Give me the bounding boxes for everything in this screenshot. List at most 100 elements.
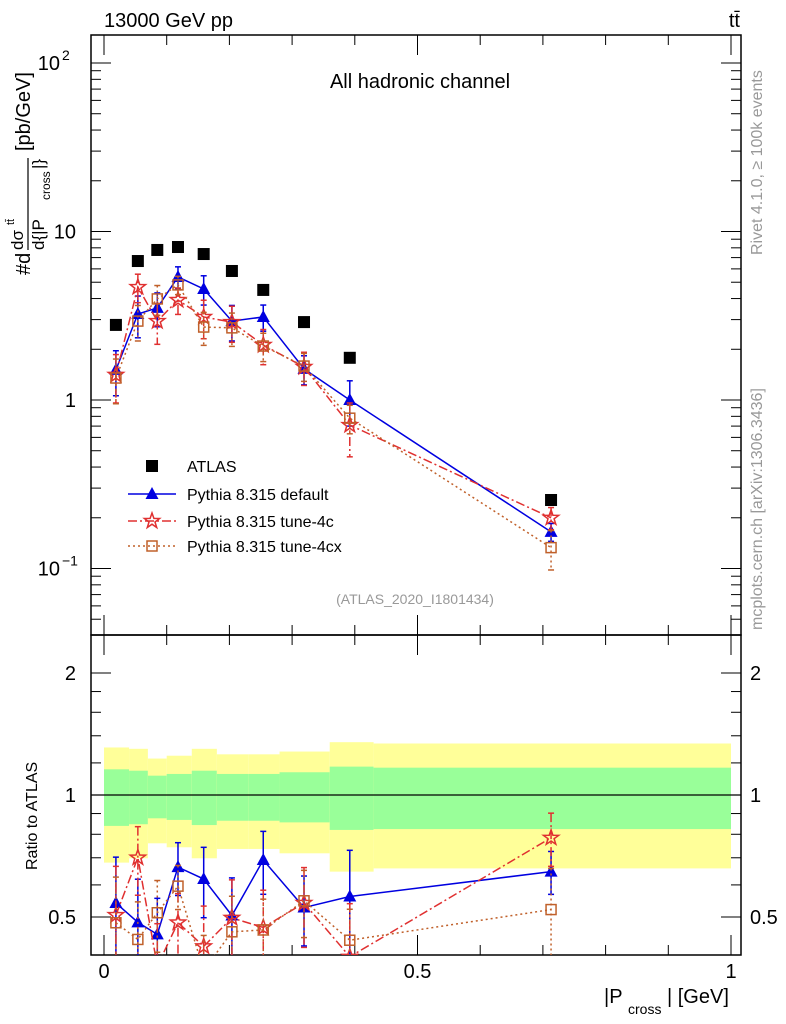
band-1sigma-bin bbox=[248, 773, 280, 821]
open-square-marker bbox=[545, 541, 557, 554]
open-square-marker bbox=[257, 340, 270, 352]
series-1 bbox=[109, 266, 558, 543]
legend-entry: Pythia 8.315 tune-4c bbox=[128, 510, 334, 531]
star-marker bbox=[340, 946, 360, 955]
legend-label: ATLAS bbox=[187, 459, 237, 476]
series-line bbox=[115, 283, 552, 549]
energy-label: 13000 GeV pp bbox=[104, 10, 233, 32]
open-square-marker bbox=[344, 412, 356, 424]
ratio-line bbox=[115, 837, 552, 955]
open-square-marker bbox=[226, 926, 238, 938]
series-line bbox=[115, 285, 552, 519]
y-tick-label: 10 bbox=[38, 559, 60, 581]
axis-ticks bbox=[91, 35, 741, 955]
atlas-marker bbox=[225, 264, 238, 277]
atlas-marker bbox=[197, 248, 210, 261]
y-tick-label: 10 bbox=[54, 222, 76, 244]
atlas-marker bbox=[257, 283, 270, 296]
star-marker bbox=[168, 289, 188, 309]
atlas-marker bbox=[151, 243, 164, 256]
series-3 bbox=[110, 275, 557, 571]
y-tick-label-exponent: 2 bbox=[62, 47, 70, 63]
band-1sigma-bin bbox=[373, 767, 731, 830]
ratio-series-3 bbox=[110, 864, 557, 976]
star-marker bbox=[147, 310, 168, 330]
triangle-marker bbox=[197, 872, 211, 885]
open-square-marker bbox=[110, 917, 122, 929]
band-1sigma-bin bbox=[279, 772, 330, 823]
open-square-marker bbox=[132, 933, 144, 946]
ylabel-subscript: cross bbox=[39, 171, 53, 200]
star-marker bbox=[541, 827, 561, 847]
ratio-y-tick-label: 2 bbox=[65, 663, 76, 685]
ratio-y-tick-label-right: 1 bbox=[750, 785, 761, 807]
ratio-line bbox=[115, 858, 552, 936]
triangle-marker bbox=[150, 927, 164, 940]
ylabel-units: [pb/GeV] bbox=[13, 72, 35, 151]
legend: ATLAS Pythia 8.315 default Pythia 8.315 tu… bbox=[128, 459, 342, 556]
open-square-marker bbox=[151, 906, 164, 919]
ratio-line bbox=[115, 884, 552, 955]
ratio-series bbox=[106, 812, 561, 976]
x-tick-label: 0 bbox=[98, 961, 109, 983]
atlas-marker bbox=[343, 351, 356, 364]
ylabel-denominator-end: |} bbox=[29, 159, 48, 169]
atlas-marker bbox=[109, 318, 122, 331]
triangle-marker bbox=[544, 864, 558, 877]
band-1sigma-bin bbox=[147, 775, 167, 819]
atlas-marker bbox=[298, 316, 311, 329]
legend-label: Pythia 8.315 default bbox=[187, 487, 329, 504]
atlas-marker bbox=[131, 255, 144, 268]
xlabel-main: |P bbox=[604, 986, 623, 1008]
open-square-marker bbox=[226, 322, 238, 334]
open-square-marker bbox=[199, 966, 209, 976]
atlas-marker bbox=[545, 493, 558, 506]
open-square-marker bbox=[172, 279, 184, 291]
open-square-marker bbox=[151, 293, 164, 305]
legend-entry: Pythia 8.315 tune-4cx bbox=[128, 539, 342, 556]
process-label: tt̄ bbox=[729, 10, 741, 32]
star-marker bbox=[222, 907, 242, 927]
legend-label: Pythia 8.315 tune-4c bbox=[187, 514, 334, 531]
main-series bbox=[106, 241, 561, 571]
ratio-uncertainty-bands bbox=[104, 742, 731, 872]
y-tick-label: 1 bbox=[65, 390, 76, 412]
ratio-y-axis-label: Ratio to ATLAS bbox=[24, 762, 41, 870]
triangle-marker bbox=[145, 487, 159, 499]
band-1sigma-bin bbox=[329, 766, 374, 830]
ratio-y-tick-label-right: 2 bbox=[750, 663, 761, 685]
ratio-y-tick-label: 0.5 bbox=[48, 907, 76, 929]
triangle-marker bbox=[197, 281, 211, 294]
y-tick-label-exponent: −1 bbox=[62, 553, 78, 569]
band-1sigma-bin bbox=[104, 769, 130, 826]
open-square-marker bbox=[298, 895, 310, 907]
ylabel-prefix: #d bbox=[13, 253, 35, 275]
band-1sigma-bin bbox=[191, 770, 217, 826]
rivet-version: Rivet 4.1.0, ≥ 100k events bbox=[749, 70, 766, 255]
x-axis-label: |P cross | [GeV] bbox=[604, 986, 729, 1017]
open-square-marker bbox=[146, 540, 158, 552]
band-1sigma-bin bbox=[166, 773, 192, 820]
star-marker bbox=[168, 912, 188, 931]
plot-title: All hadronic channel bbox=[330, 71, 510, 93]
atlas-marker bbox=[171, 241, 184, 254]
xlabel-subscript: cross bbox=[628, 1001, 661, 1017]
ylabel-numerator: dσ bbox=[8, 230, 27, 250]
series-0 bbox=[109, 241, 558, 506]
x-tick-label: 0.5 bbox=[404, 961, 432, 983]
star-marker bbox=[541, 507, 561, 527]
triangle-marker bbox=[343, 889, 357, 902]
legend-entry: Pythia 8.315 default bbox=[128, 487, 329, 504]
star-marker bbox=[193, 306, 214, 326]
ylabel-denominator: d{|P bbox=[29, 219, 48, 250]
triangle-marker bbox=[131, 915, 145, 928]
open-square-marker bbox=[298, 360, 310, 372]
star-marker bbox=[128, 847, 148, 866]
legend-entry: ATLAS bbox=[146, 459, 237, 476]
open-square-marker bbox=[257, 924, 270, 936]
y-axis-label: #d dσ tt̄ d{|P cross |} [pb/GeV] bbox=[5, 72, 53, 275]
star-marker bbox=[142, 510, 162, 530]
ratio-y-tick-label-right: 0.5 bbox=[750, 907, 778, 929]
